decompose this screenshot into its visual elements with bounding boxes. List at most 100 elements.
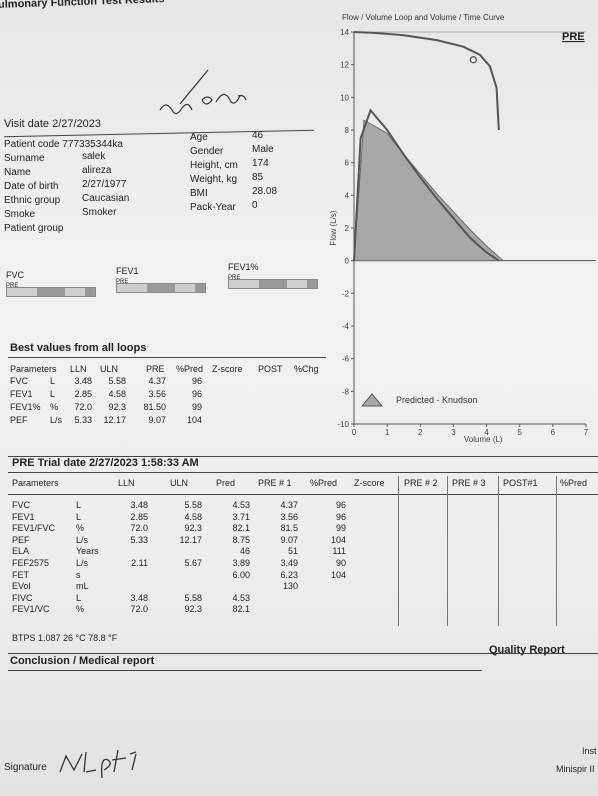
- trial-uln: 5.58: [184, 592, 202, 603]
- trial-header-5: %Pred: [310, 478, 338, 488]
- trial-unit: L: [76, 511, 82, 522]
- gauge-fev1: [116, 283, 206, 293]
- trial-param: FEV1/FVC: [12, 523, 56, 534]
- trial-unit: L/s: [76, 558, 89, 568]
- trial-header-4: PRE # 1: [258, 478, 292, 488]
- best-values-title: Best values from all loops: [10, 342, 147, 354]
- trial-header-6: Z-score: [354, 478, 385, 488]
- bv-unit: %: [50, 402, 59, 412]
- name-value: alireza: [82, 165, 112, 176]
- trial-pred: 46: [239, 546, 250, 557]
- gender-label: Gender: [190, 146, 224, 157]
- institution-label: Inst: [582, 746, 597, 756]
- trial-pred: 4.53: [232, 500, 250, 510]
- gauge-fev1-label: FEV1: [116, 266, 139, 276]
- trial-unit: Years: [76, 546, 99, 557]
- bv-header-4: %Pred: [176, 364, 204, 374]
- surname-value: salek: [82, 151, 106, 162]
- trial-param: FEF2575: [12, 558, 50, 568]
- conclusion-title: Conclusion / Medical report: [10, 655, 155, 667]
- trial-uln: 12.17: [179, 534, 202, 545]
- trial-param: FET: [12, 569, 29, 580]
- trial-pred: 3.89: [232, 558, 250, 568]
- trial-pct: 111: [332, 546, 346, 557]
- y-tick-label: 8: [345, 126, 350, 135]
- x-tick-label: 5: [517, 428, 522, 437]
- bv-param: PEF: [10, 415, 28, 425]
- pack-year-label: Pack-Year: [190, 202, 236, 213]
- trial-param: FEV1/VC: [12, 604, 50, 615]
- trial-lln: 72.0: [130, 523, 148, 534]
- x-tick-label: 7: [584, 428, 589, 437]
- bv-lln: 3.48: [74, 376, 92, 386]
- trial-pred: 4.53: [232, 592, 250, 603]
- trial-uln: 5.58: [184, 500, 202, 510]
- bv-lln: 2.85: [74, 389, 92, 399]
- bv-pre: 4.37: [148, 376, 166, 386]
- bv-param: FVC: [10, 376, 28, 386]
- y-tick-label: 14: [340, 28, 349, 37]
- legend-swatch: [360, 393, 384, 407]
- trial-pre1: 4.37: [280, 500, 298, 510]
- bv-pred: 104: [186, 415, 202, 425]
- trial-pre1: 3.56: [280, 511, 298, 522]
- volume-time-curve: [353, 31, 500, 131]
- trial-pred: 82.1: [232, 604, 250, 615]
- bv-uln: 12.17: [103, 415, 126, 425]
- dob-label: Date of birth: [4, 181, 59, 192]
- bmi-label: BMI: [190, 188, 208, 199]
- bv-pred: 96: [191, 376, 202, 386]
- gauge-fev1pct: [228, 279, 318, 289]
- height-label: Height, cm: [190, 160, 238, 171]
- bv-header-1: LLN: [70, 364, 87, 374]
- trial-header-3: Pred: [216, 478, 236, 488]
- trial-unit: L: [76, 500, 82, 510]
- trial-pred: 82.1: [232, 523, 250, 534]
- gauge-fvc: [6, 287, 96, 297]
- bv-pred: 99: [191, 402, 202, 412]
- y-tick-label: 12: [340, 61, 349, 70]
- bv-param: FEV1: [10, 389, 33, 399]
- flow-volume-curve: [353, 108, 500, 262]
- name-label: Name: [4, 167, 31, 178]
- predicted-area: [353, 119, 505, 262]
- device-label: Minispir II: [556, 764, 595, 774]
- gauge-fev1pct-label: FEV1%: [228, 262, 259, 272]
- trial-pred: 8.75: [232, 534, 250, 545]
- bv-uln: 4.58: [108, 389, 126, 399]
- bmi-value: 28.08: [252, 186, 278, 197]
- handwritten-initials: [159, 69, 247, 115]
- handwritten-signature: [59, 749, 137, 779]
- gauge-fvc-tag: PRE: [6, 283, 19, 289]
- bv-unit: L/s: [50, 415, 63, 425]
- trial-unit: L/s: [76, 534, 89, 545]
- trial-pre1: 51: [287, 546, 298, 557]
- trial-pred: 3.71: [232, 511, 250, 522]
- bv-unit: L: [50, 376, 56, 386]
- trial-pre1: 9.07: [280, 534, 298, 545]
- pack-year-value: 0: [252, 200, 258, 211]
- y-tick-label: 10: [340, 93, 349, 102]
- bv-pre: 9.07: [148, 415, 166, 425]
- trial-lln: 2.85: [130, 511, 148, 522]
- trial-lln: 3.48: [130, 500, 148, 510]
- trial-uln: 92.3: [184, 523, 202, 534]
- trial-param: PEF: [12, 534, 30, 545]
- trial-uln: 4.58: [184, 511, 202, 522]
- trial-pre1: 3.49: [280, 558, 298, 568]
- dob-value: 2/27/1977: [82, 179, 127, 190]
- y-tick-label: -10: [337, 420, 349, 429]
- bv-unit: L: [50, 389, 56, 399]
- bv-uln: 92.3: [108, 402, 126, 412]
- quality-report-title: Quality Report: [489, 644, 565, 656]
- x-tick-label: 4: [484, 428, 489, 437]
- trial-pred: 6.00: [232, 569, 250, 580]
- trial-unit: s: [76, 569, 81, 580]
- trial-lln: 72.0: [130, 604, 148, 615]
- trial-header-8: PRE # 3: [452, 478, 486, 488]
- bv-param: FEV1%: [10, 402, 41, 412]
- trial-unit: %: [76, 604, 85, 615]
- x-tick-label: 3: [451, 428, 456, 437]
- trial-header-9: POST#1: [503, 478, 538, 488]
